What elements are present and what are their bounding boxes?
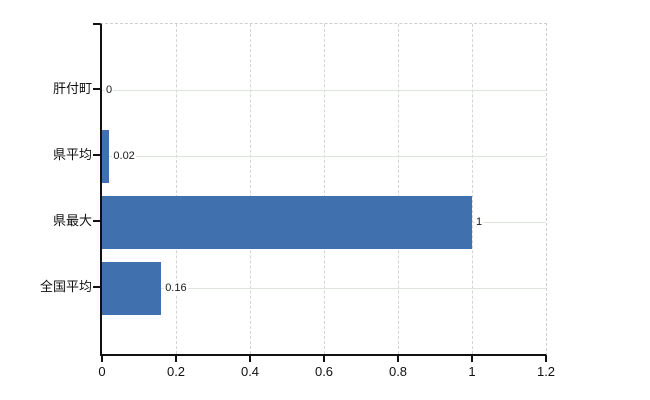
- x-tick-label: 0.2: [166, 364, 186, 379]
- x-tick-label: 0.4: [240, 364, 260, 379]
- category-label: 肝付町: [52, 80, 92, 96]
- value-label: 0.02: [112, 149, 136, 163]
- value-label: 0.16: [164, 281, 188, 295]
- y-tick: [93, 154, 100, 156]
- bar: [102, 129, 110, 183]
- y-tick: [93, 23, 100, 25]
- category-label: 全国平均: [39, 278, 92, 294]
- gridline-vertical: [397, 24, 399, 354]
- x-tick: [323, 355, 325, 362]
- bar: [102, 261, 162, 315]
- x-tick-label: 0.6: [314, 364, 334, 379]
- x-tick: [101, 355, 103, 362]
- value-label: 1: [475, 215, 484, 229]
- y-tick: [93, 286, 100, 288]
- gridline-horizontal: [102, 89, 546, 91]
- gridline-vertical: [323, 24, 325, 354]
- plot-area: 0 0.02 1 0.16: [100, 23, 547, 356]
- category-label: 県最大: [52, 212, 92, 228]
- gridline-horizontal: [102, 287, 546, 289]
- x-tick: [175, 355, 177, 362]
- gridline-vertical: [471, 24, 473, 354]
- y-tick: [93, 88, 100, 90]
- value-label: 0: [105, 83, 114, 97]
- x-tick-label: 0.8: [388, 364, 408, 379]
- x-tick: [249, 355, 251, 362]
- category-label: 県平均: [52, 146, 92, 162]
- gridline-vertical: [249, 24, 251, 354]
- x-tick-label: 1.2: [536, 364, 556, 379]
- x-tick-label: 1: [468, 364, 476, 379]
- x-tick: [397, 355, 399, 362]
- x-tick: [545, 355, 547, 362]
- gridline-vertical: [175, 24, 177, 354]
- gridline-horizontal: [102, 155, 546, 157]
- y-tick: [93, 220, 100, 222]
- x-tick-label: 0: [98, 364, 106, 379]
- bar: [102, 195, 472, 249]
- x-tick: [471, 355, 473, 362]
